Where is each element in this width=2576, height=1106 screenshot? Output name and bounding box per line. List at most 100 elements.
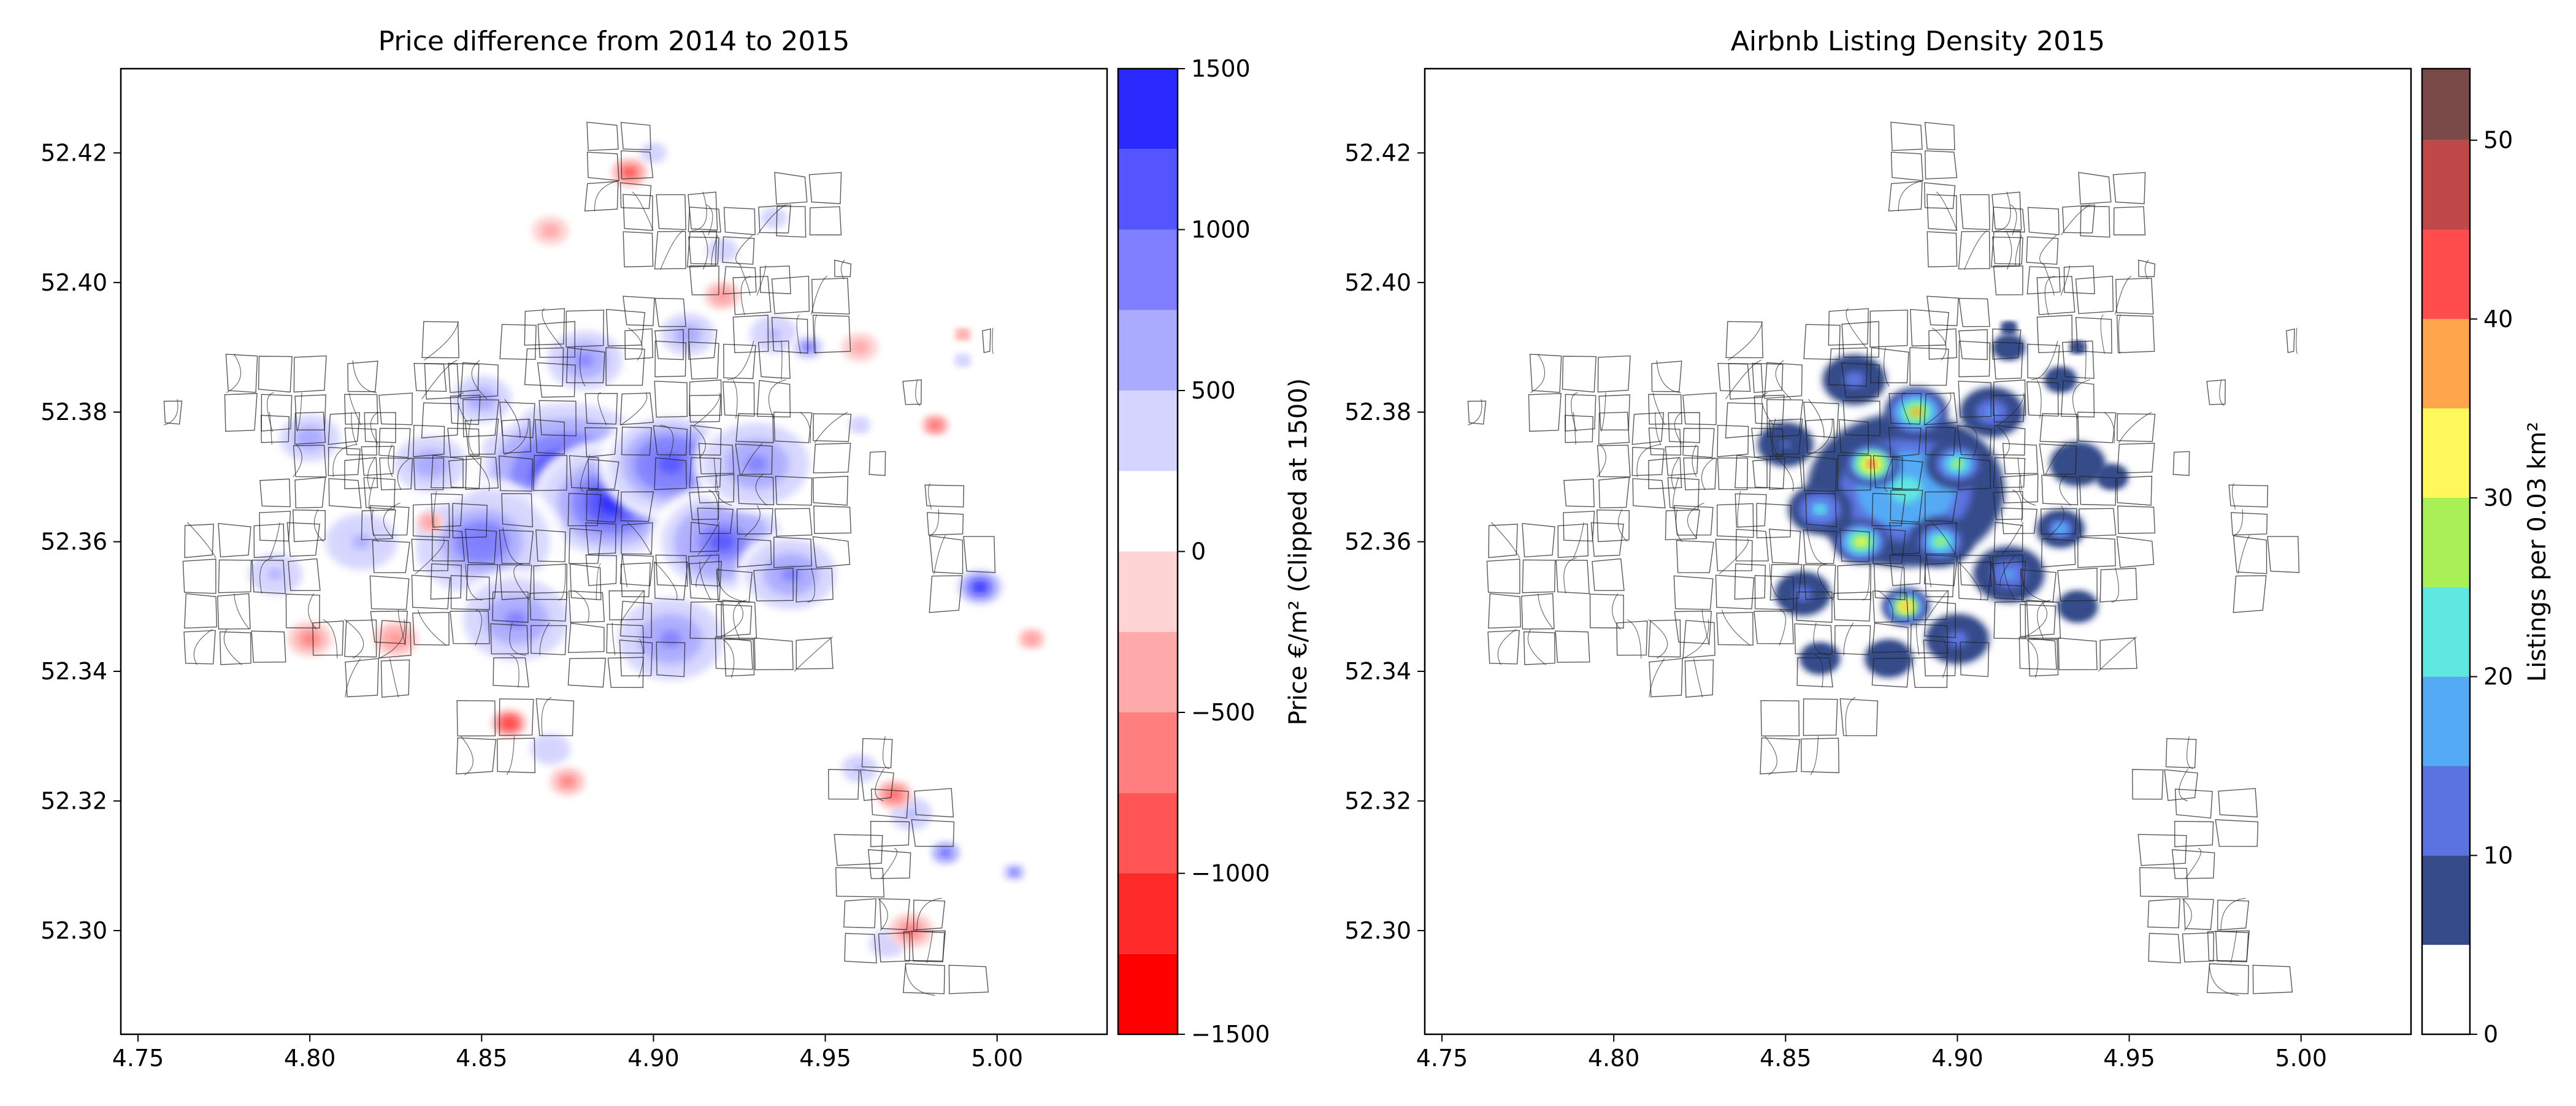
heat-band	[2006, 345, 2012, 349]
heat-band	[856, 345, 863, 350]
heat-cluster	[832, 747, 887, 790]
heat-cluster	[888, 912, 934, 948]
neighbourhood-map	[163, 121, 996, 996]
axes-frame	[120, 67, 1108, 1035]
heat-cluster	[2058, 591, 2098, 622]
colorbar-tick-label: −1500	[1191, 1021, 1270, 1048]
colorbar-tick-label: 30	[2483, 484, 2513, 511]
district-outline	[2206, 930, 2293, 996]
district-outline	[715, 567, 834, 672]
y-tick-label: 52.30	[1344, 917, 1411, 944]
density-colorbar: 0 10 20 30 40 50 Listings per 0.03 km²	[2421, 67, 2551, 1048]
heat-band	[905, 809, 917, 818]
heat-band	[305, 636, 314, 643]
heat-cluster	[436, 364, 527, 435]
heat-band	[626, 170, 633, 175]
district-outline	[688, 204, 791, 296]
heat-band	[1029, 637, 1034, 641]
heat-band	[658, 454, 683, 474]
heat-band	[505, 611, 527, 628]
district-outline	[1888, 121, 1958, 212]
heat-band	[564, 779, 571, 784]
colorbar-label: Price €/m² (Clipped at 1500)	[1284, 378, 1313, 726]
colorbar-band	[1118, 69, 1178, 150]
heat-cluster	[703, 281, 741, 310]
heat-cluster	[1925, 614, 1989, 664]
district-outline	[2286, 327, 2298, 354]
district-outline	[163, 399, 183, 425]
heat-band	[473, 393, 489, 405]
heat-band	[352, 535, 371, 549]
district-outline	[868, 451, 886, 476]
heat-band	[891, 792, 897, 797]
heat-cluster	[875, 780, 913, 809]
heat-band	[577, 354, 592, 367]
colorbar-tick-label: 0	[2483, 1021, 2498, 1048]
y-tick-label: 52.36	[40, 528, 107, 555]
heat-band	[781, 566, 800, 582]
colorbar-band	[2422, 229, 2470, 319]
heat-band	[1952, 460, 1963, 468]
y-tick-label: 52.32	[1344, 787, 1411, 814]
district-outline	[1794, 590, 1949, 688]
colorbar-tick-label: 1000	[1191, 216, 1251, 243]
heat-cluster	[1960, 387, 2024, 437]
district-outline	[2233, 535, 2300, 613]
x-axis: 4.75 4.80 4.85 4.90 4.95 5.00	[112, 1034, 1023, 1072]
heat-cluster	[452, 570, 580, 669]
colorbar-tick-label: 40	[2483, 305, 2513, 332]
heat-band	[855, 765, 865, 772]
district-outline	[2147, 898, 2250, 964]
heat-band	[1866, 460, 1876, 468]
district-outline	[902, 930, 989, 996]
heat-band	[2007, 327, 2011, 329]
district-outline	[834, 834, 885, 898]
heat-band	[1814, 505, 1825, 514]
heat-band	[1857, 538, 1866, 546]
heat-band	[959, 357, 966, 363]
y-tick-label: 52.38	[1344, 399, 1411, 425]
colorbar-band	[2422, 676, 2470, 766]
colorbar-band	[2422, 69, 2470, 140]
x-tick-label: 4.85	[456, 1045, 508, 1072]
colorbar-band	[1118, 391, 1178, 471]
heat-band	[681, 329, 695, 340]
colorbar-band	[2422, 140, 2470, 230]
chart-title: Price difference from 2014 to 2015	[378, 26, 850, 57]
heat-band	[392, 636, 400, 643]
district-outline	[1673, 502, 1794, 646]
heat-band	[302, 432, 318, 444]
district-outline	[619, 560, 757, 678]
heat-band	[1952, 635, 1963, 643]
district-outline	[623, 191, 718, 270]
heat-band	[942, 850, 949, 855]
x-tick-label: 4.75	[1416, 1045, 1468, 1072]
district-outline	[2228, 483, 2269, 536]
heat-cluster	[2036, 510, 2085, 547]
heat-cluster	[607, 589, 735, 689]
heat-cluster	[927, 838, 964, 868]
heat-band	[649, 149, 658, 157]
heat-band	[269, 568, 283, 580]
colorbar-tick-label: 50	[2483, 127, 2513, 154]
heat-cluster	[307, 499, 416, 585]
heat-band	[2003, 569, 2015, 579]
heat-band	[2109, 475, 2115, 479]
plot-area	[121, 69, 1107, 1034]
district-outline	[1926, 296, 2022, 361]
district-outline	[2036, 275, 2155, 354]
heat-cluster	[1000, 861, 1028, 883]
colorbar-band	[1118, 310, 1178, 391]
colorbar-label: Listings per 0.03 km²	[2523, 422, 2551, 682]
district-outline	[732, 275, 851, 354]
x-tick-label: 4.90	[627, 1045, 680, 1072]
district-outline	[2137, 834, 2189, 898]
heat-band	[2073, 460, 2083, 468]
heat-band	[975, 583, 985, 591]
heat-band	[543, 744, 558, 755]
district-outline	[430, 418, 602, 601]
colorbar-tick-label: 1500	[1191, 55, 1251, 82]
neighbourhood-map	[1467, 121, 2300, 996]
colorbar-band	[2422, 587, 2470, 677]
district-outline	[1828, 308, 1950, 387]
